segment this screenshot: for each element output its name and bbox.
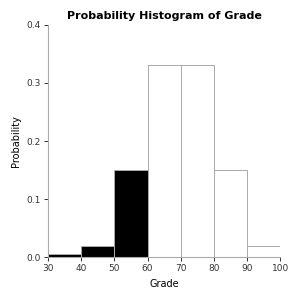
X-axis label: Grade: Grade [149,279,179,289]
Bar [114,170,148,257]
Bar [81,246,114,257]
Bar [148,65,181,257]
Bar [214,170,247,257]
Bar [181,65,214,257]
Title: Probability Histogram of Grade: Probability Histogram of Grade [67,11,262,21]
Bar [48,254,81,257]
Y-axis label: Probability: Probability [11,115,21,167]
Bar [247,246,280,257]
